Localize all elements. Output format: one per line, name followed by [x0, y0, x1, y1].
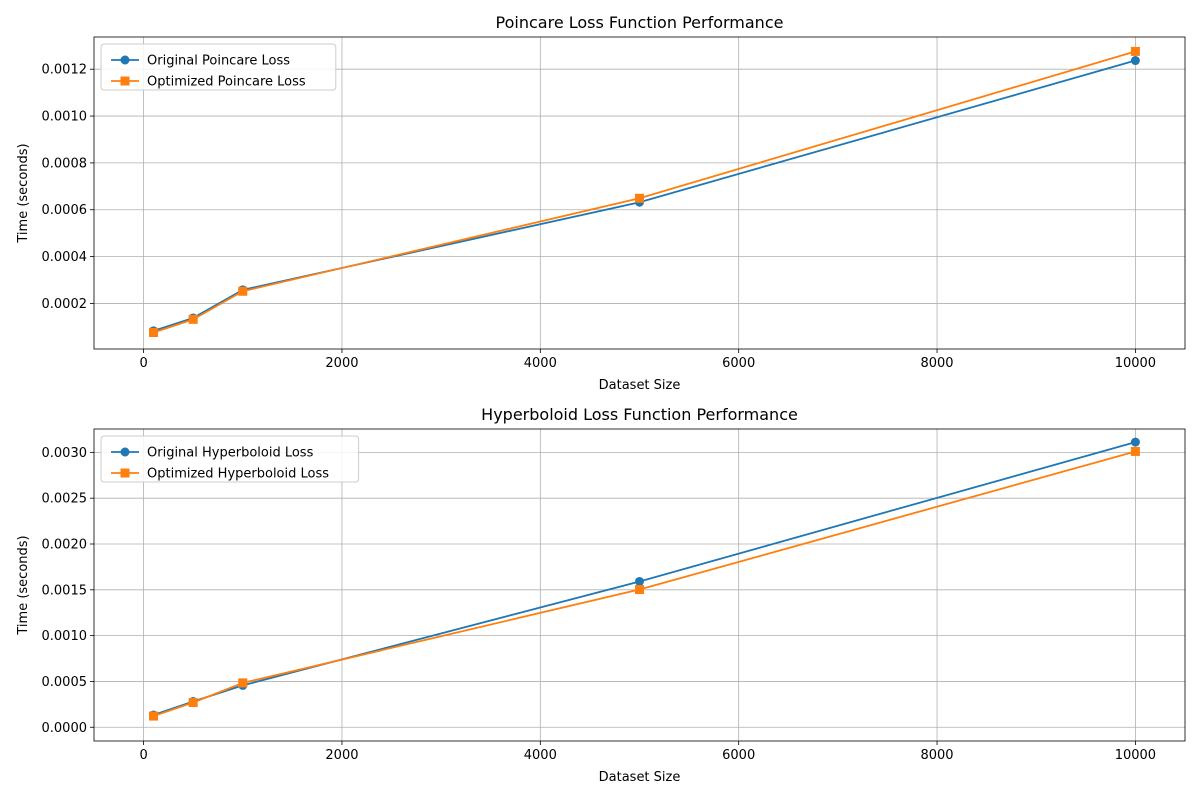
- x-tick-label: 8000: [920, 748, 953, 763]
- series-optimized: [149, 446, 1140, 721]
- y-tick-label: 0.0025: [42, 492, 88, 507]
- legend-label: Original Poincare Loss: [147, 54, 290, 69]
- x-axis-label: Dataset Size: [599, 770, 681, 785]
- data-point: [1130, 437, 1140, 447]
- data-point: [149, 711, 159, 721]
- y-tick-label: 0.0008: [42, 156, 88, 171]
- y-tick-label: 0.0015: [42, 583, 88, 598]
- x-tick-label: 2000: [325, 748, 358, 763]
- y-tick-label: 0.0012: [42, 63, 88, 78]
- data-point: [149, 327, 159, 337]
- legend-label: Original Hyperboloid Loss: [147, 446, 314, 461]
- x-tick-label: 4000: [524, 748, 557, 763]
- x-tick-label: 2000: [325, 356, 358, 371]
- legend-swatch-marker: [120, 447, 130, 457]
- legend-label: Optimized Hyperboloid Loss: [147, 467, 329, 482]
- data-point: [238, 286, 248, 296]
- legend-box: [100, 43, 337, 91]
- y-tick-label: 0.0002: [42, 297, 88, 312]
- legend-swatch-marker: [120, 55, 130, 65]
- data-point: [1130, 56, 1140, 66]
- legend: Original Hyperboloid Loss Optimized Hyper…: [100, 435, 360, 483]
- chart-title: Poincare Loss Function Performance: [496, 13, 784, 32]
- x-tick-label: 6000: [722, 356, 755, 371]
- y-tick-label: 0.0010: [42, 110, 88, 125]
- y-tick-label: 0.0005: [42, 675, 88, 690]
- x-tick-label: 4000: [524, 356, 557, 371]
- series-optimized: [149, 46, 1140, 337]
- axes-frame: [93, 428, 1186, 742]
- y-tick-label: 0.0010: [42, 629, 88, 644]
- data-point: [238, 678, 248, 688]
- data-point: [1130, 446, 1140, 456]
- y-tick-label: 0.0006: [42, 203, 88, 218]
- y-tick-label: 0.0030: [42, 446, 88, 461]
- x-tick-label: 0: [139, 748, 147, 763]
- axes-frame: [93, 36, 1186, 350]
- legend-label: Optimized Poincare Loss: [147, 75, 306, 90]
- chart-title: Hyperboloid Loss Function Performance: [481, 405, 798, 424]
- x-axis-label: Dataset Size: [599, 378, 681, 393]
- data-point: [1130, 46, 1140, 56]
- chart-panel-poincare: 0 2000 4000 6000 8000 10000 0.0002 0.0004 0.0006…: [16, 13, 1186, 393]
- data-point: [635, 576, 644, 586]
- legend: Original Poincare Loss Optimized Poincare…: [100, 43, 337, 91]
- x-tick-label: 8000: [920, 356, 953, 371]
- x-tick-label: 0: [139, 356, 147, 371]
- y-tick-label: 0.0004: [42, 250, 88, 265]
- x-tick-label: 10000: [1115, 356, 1156, 371]
- legend-swatch-marker: [120, 76, 130, 86]
- legend-box: [100, 435, 360, 483]
- chart-panel-hyperboloid: 0 2000 4000 6000 8000 10000 0.0000 0.0005 0.0010…: [16, 405, 1186, 785]
- x-tick-label: 10000: [1115, 748, 1156, 763]
- legend-swatch-marker: [120, 468, 130, 478]
- x-tick-label: 6000: [722, 748, 755, 763]
- data-point: [635, 585, 644, 595]
- y-axis-label: Time (seconds): [16, 535, 31, 635]
- data-point: [635, 193, 644, 203]
- y-tick-label: 0.0020: [42, 537, 88, 552]
- y-axis-label: Time (seconds): [16, 143, 31, 243]
- data-point: [188, 314, 198, 324]
- y-tick-label: 0.0000: [42, 721, 88, 736]
- data-point: [188, 698, 198, 708]
